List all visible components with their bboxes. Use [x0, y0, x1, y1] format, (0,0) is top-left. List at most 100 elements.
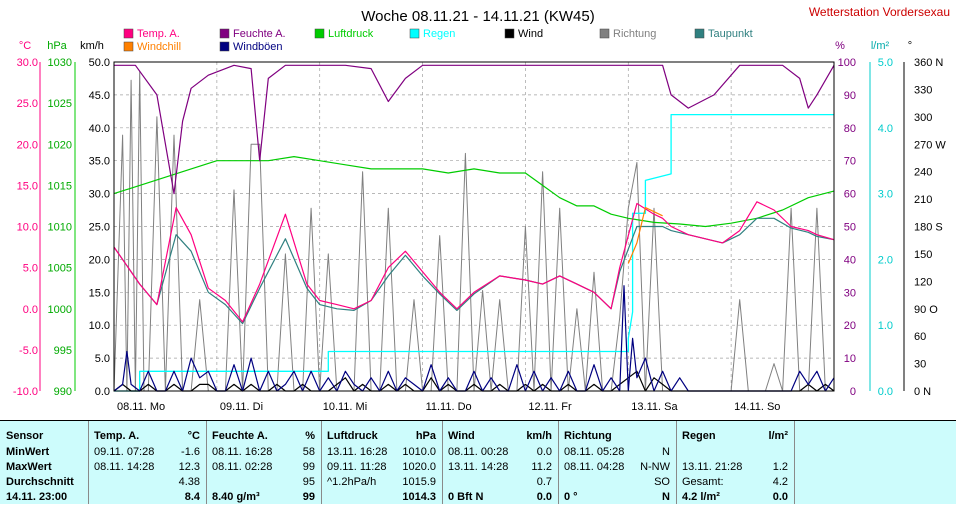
table-cell-row: MinWert [6, 446, 84, 461]
table-cell-row: 08.11. 14:28 12.3 [94, 461, 202, 476]
table-header-row: Luftdruck hPa [327, 430, 438, 445]
table-cell-row: ^1.2hPa/h 1015.9 [327, 476, 438, 491]
legend-label: Windchill [137, 41, 181, 53]
table-cell-row: 1014.3 [327, 491, 438, 506]
tick-label-dir: 90 O [914, 304, 938, 316]
table-cell-row: 09.11. 07:28 -1.6 [94, 446, 202, 461]
series-line-taupunkt [113, 217, 835, 325]
tick-label-press: 1010 [48, 222, 72, 234]
table-cell-value: 1015.9 [402, 476, 436, 488]
table-cell-label: 08.11. 02:28 [212, 461, 273, 473]
tick-label-rain: 1.0 [878, 320, 893, 332]
table-cell-row: 0 Bft N 0.0 [448, 491, 554, 506]
stats-table: Sensor MinWert MaxWert Durchschnitt 14.11. 2… [0, 420, 956, 504]
rain-axis-unit: l/m² [871, 40, 890, 52]
tick-label-hum: 30 [844, 287, 856, 299]
series-line-windchill [627, 207, 663, 264]
tick-label-hum: 50 [844, 222, 856, 234]
table-cell-row: MaxWert [6, 461, 84, 476]
legend-label: Wind [518, 28, 543, 40]
table-cell-row: 0.7 [448, 476, 554, 491]
tick-label-dir: 180 S [914, 222, 943, 234]
tick-label-wind: 25.0 [89, 222, 110, 234]
table-header-row: Regen l/m² [682, 430, 790, 445]
table-cell-value: SO [654, 476, 670, 488]
tick-label-hum: 90 [844, 90, 856, 102]
tick-label-dir: 150 [914, 249, 932, 261]
table-cell-label: 8.40 g/m³ [212, 491, 260, 503]
table-column: Temp. A. °C 09.11. 07:28 -1.6 08.11. 14:28 12… [88, 421, 207, 504]
x-tick-label: 13.11. Sa [631, 401, 678, 413]
weather-chart: Woche 08.11.21 - 14.11.21 (KW45) Wetters… [13, 5, 950, 413]
tick-label-wind: 35.0 [89, 156, 110, 168]
table-cell-value: 0.7 [536, 476, 552, 488]
legend-swatch [599, 28, 610, 39]
table-cell-value: 8.4 [184, 491, 200, 503]
table-cell-row: Gesamt: 4.2 [682, 476, 790, 491]
table-cell-row: Durchschnitt [6, 476, 84, 491]
tick-label-temp: 30.0 [17, 57, 38, 69]
tick-label-rain: 3.0 [878, 189, 893, 201]
table-header-row: Feuchte A.% [212, 430, 317, 445]
table-cell-value: 1010.0 [402, 446, 436, 458]
table-cell-row: 4.38 [94, 476, 202, 491]
tick-label-hum: 0 [850, 386, 856, 398]
table-cell-label: MaxWert [6, 461, 52, 473]
tick-label-dir: 300 [914, 112, 932, 124]
legend-swatch [219, 41, 230, 52]
table-cell-label: 09.11. 11:28 [327, 461, 387, 473]
table-cell-label: 08.11. 00:28 [448, 446, 509, 458]
tick-label-press: 1005 [48, 263, 72, 275]
table-column: Richtung 08.11. 05:28 N 08.11. 04:28 N-NW SO 0… [558, 421, 677, 504]
table-cell-label: 08.11. 04:28 [564, 461, 625, 473]
table-cell-value: 4.2 [772, 476, 788, 488]
table-cell-value: km/h [526, 430, 552, 442]
tick-label-dir: 360 N [914, 57, 943, 69]
tick-label-dir: 240 [914, 167, 932, 179]
table-cell-row [682, 446, 790, 461]
table-column: Feuchte A.% 08.11. 16:28 58 08.11. 02:28 99 9… [206, 421, 322, 504]
table-cell-label: 08.11. 16:28 [212, 446, 273, 458]
table-cell-label: 08.11. 14:28 [94, 461, 155, 473]
station-name: Wetterstation Vordersexau [809, 5, 950, 19]
tick-label-press: 1000 [48, 304, 72, 316]
tick-label-hum: 20 [844, 320, 856, 332]
legend-label: Luftdruck [328, 28, 374, 40]
table-cell-label: MinWert [6, 446, 50, 458]
x-tick-label: 08.11. Mo [117, 401, 165, 413]
table-cell-row: 14.11. 23:00 [6, 491, 84, 506]
table-cell-row: 09.11. 11:28 1020.0 [327, 461, 438, 476]
tick-label-temp: 25.0 [17, 98, 38, 110]
table-header-row: Wind km/h [448, 430, 554, 445]
grid [114, 62, 834, 391]
legend-label: Richtung [613, 28, 656, 40]
table-cell-row: 08.11. 04:28 N-NW [564, 461, 672, 476]
table-cell-value: 95 [302, 476, 315, 488]
table-cell-label: 0 Bft N [448, 491, 484, 503]
tick-label-dir: 270 W [914, 139, 946, 151]
table-cell-label: Gesamt: [682, 476, 724, 488]
table-column: Wind km/h 08.11. 00:28 0.0 13.11. 14:28 11.2 0… [442, 421, 559, 504]
legend-swatch [219, 28, 230, 39]
table-cell-label: 13.11. 14:28 [448, 461, 509, 473]
table-cell-label: Regen [682, 430, 716, 442]
tick-label-hum: 40 [844, 254, 856, 266]
table-cell-row: 4.2 l/m² 0.0 [682, 491, 790, 506]
table-cell-label: Wind [448, 430, 475, 442]
legend-label: Temp. A. [137, 28, 180, 40]
tick-label-wind: 50.0 [89, 57, 110, 69]
table-header-row: Richtung [564, 430, 672, 445]
chart-title: Woche 08.11.21 - 14.11.21 (KW45) [361, 8, 594, 25]
plot-frame [113, 61, 835, 392]
tick-label-press: 1015 [48, 180, 72, 192]
tick-label-temp: -10.0 [13, 386, 38, 398]
table-cell-row: 8.4 [94, 491, 202, 506]
tick-label-wind: 40.0 [89, 123, 110, 135]
table-cell-value: N-NW [640, 461, 670, 473]
tick-label-hum: 100 [838, 57, 856, 69]
direction-axis-unit: ° [908, 40, 912, 52]
tick-label-wind: 15.0 [89, 287, 110, 299]
tick-label-hum: 70 [844, 156, 856, 168]
weather-chart-svg: Woche 08.11.21 - 14.11.21 (KW45) Wetters… [13, 5, 950, 413]
legend-swatch [123, 28, 134, 39]
